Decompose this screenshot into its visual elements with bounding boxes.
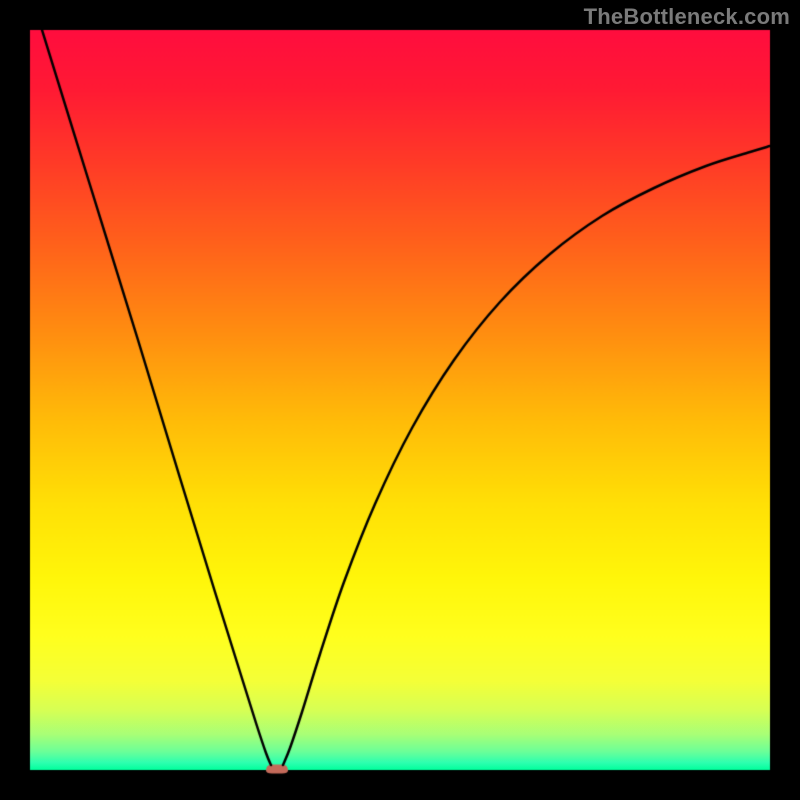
chart-container: { "canvas": { "width": 800, "height": 80… — [0, 0, 800, 800]
bottleneck-curve-chart — [0, 0, 800, 800]
watermark-text: TheBottleneck.com — [584, 4, 790, 30]
